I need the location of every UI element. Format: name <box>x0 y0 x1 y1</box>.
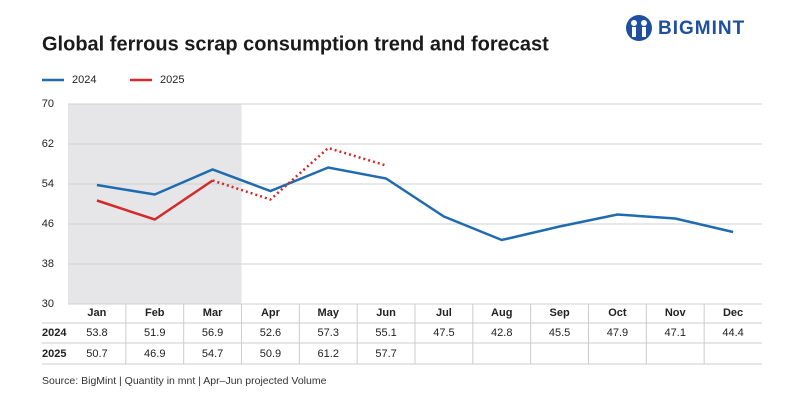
x-tick-label: Mar <box>203 307 223 319</box>
table-value: 47.5 <box>433 327 454 339</box>
y-tick-label: 70 <box>42 98 54 110</box>
table-value: 42.8 <box>491 327 512 339</box>
shaded-region <box>68 104 242 304</box>
x-tick-label: Jun <box>376 307 396 319</box>
y-tick-label: 46 <box>42 218 54 230</box>
legend-label: 2024 <box>72 74 96 86</box>
table-value: 56.9 <box>202 327 223 339</box>
logo-icon <box>631 20 637 26</box>
x-tick-label: Apr <box>261 307 281 319</box>
table-value: 57.3 <box>318 327 339 339</box>
legend-label: 2025 <box>160 74 184 86</box>
y-tick-label: 30 <box>42 298 54 310</box>
series-line <box>96 179 214 221</box>
table-value: 57.7 <box>375 348 396 360</box>
logo-icon <box>641 20 647 26</box>
source: Source: BigMint | Quantity in mnt | Apr–… <box>42 375 327 387</box>
table-value: 46.9 <box>144 348 165 360</box>
chart-title: Global ferrous scrap consumption trend a… <box>42 33 549 55</box>
x-tick-label: Aug <box>491 307 512 319</box>
table-value: 44.4 <box>722 327 743 339</box>
table-value: 50.9 <box>260 348 281 360</box>
y-tick-label: 38 <box>42 258 54 270</box>
x-tick-label: Sep <box>549 307 569 319</box>
row-label: 2024 <box>42 327 67 339</box>
x-tick-label: Jan <box>87 307 106 319</box>
x-tick-label: May <box>318 307 340 319</box>
series-line <box>212 146 387 201</box>
row-label: 2025 <box>42 348 66 360</box>
x-tick-label: Oct <box>608 307 627 319</box>
table-value: 61.2 <box>318 348 339 360</box>
table-value: 53.8 <box>86 327 107 339</box>
table-value: 52.6 <box>260 327 281 339</box>
x-tick-label: Feb <box>145 307 165 319</box>
brand: BIGMINT <box>658 18 745 39</box>
logo-icon <box>626 15 652 41</box>
logo-icon <box>642 27 646 37</box>
y-tick-label: 62 <box>42 138 54 150</box>
table-value: 50.7 <box>86 348 107 360</box>
x-tick-label: Dec <box>723 307 743 319</box>
x-tick-label: Nov <box>665 307 687 319</box>
table-value: 54.7 <box>202 348 223 360</box>
table-value: 47.9 <box>607 327 628 339</box>
logo: BIGMINT <box>626 15 745 41</box>
x-tick-label: Jul <box>436 307 452 319</box>
table-value: 47.1 <box>665 327 686 339</box>
table-value: 45.5 <box>549 327 570 339</box>
table-value: 51.9 <box>144 327 165 339</box>
table-value: 55.1 <box>375 327 396 339</box>
y-tick-label: 54 <box>42 178 54 190</box>
series-line <box>96 166 734 242</box>
logo-icon <box>632 27 636 37</box>
